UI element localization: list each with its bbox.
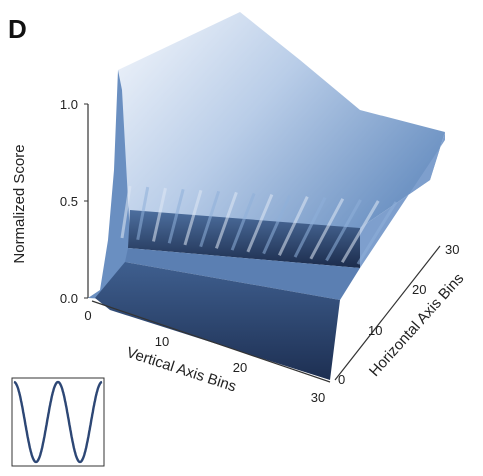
surface-stripe xyxy=(120,185,132,239)
y-tick-label: 0 xyxy=(338,372,345,387)
surface-stripe xyxy=(293,197,327,258)
x-tick-label: 0 xyxy=(84,308,91,323)
y-tick-label: 10 xyxy=(368,323,382,338)
surface-front-wall xyxy=(95,262,340,380)
surface-stripe xyxy=(309,198,345,260)
z-tick-label: 0.5 xyxy=(60,194,78,209)
surface-stripe xyxy=(356,201,398,265)
z-axis-label: Normalized Score xyxy=(11,144,28,263)
surface-mesh xyxy=(88,12,445,380)
inset-frame xyxy=(11,377,105,467)
y-axis-line xyxy=(334,245,441,381)
panel-label: D xyxy=(8,14,27,44)
z-axis: 0.0 0.5 1.0 Normalized Score xyxy=(11,97,89,306)
surface-ridge-front xyxy=(128,210,360,268)
surface-stripe xyxy=(167,188,185,244)
y-tick-label: 30 xyxy=(445,242,459,257)
surface-stripes xyxy=(120,185,398,265)
x-tick-label: 20 xyxy=(233,360,247,375)
surface-right-face xyxy=(360,132,445,268)
y-tick-label: 20 xyxy=(412,282,426,297)
surface-stripe xyxy=(199,190,221,248)
surface-stripe xyxy=(214,191,238,249)
inset-sine xyxy=(11,377,105,467)
inset-sine-curve xyxy=(13,380,103,464)
surface-stripe xyxy=(262,194,291,255)
z-tick-label: 1.0 xyxy=(60,97,78,112)
x-axis-label: Vertical Axis Bins xyxy=(124,344,238,395)
surface-stripe xyxy=(136,186,150,241)
surface-stripe xyxy=(246,193,274,253)
z-tick-label: 0.0 xyxy=(60,291,78,306)
x-tick-label: 10 xyxy=(155,334,169,349)
x-axis-line xyxy=(91,300,331,383)
surface-top xyxy=(118,12,445,236)
surface-stripe xyxy=(152,187,167,242)
surface-stripe xyxy=(277,196,309,256)
surface-stripe xyxy=(325,199,362,262)
surface-left-rise xyxy=(88,70,130,300)
surface-stripe xyxy=(230,192,256,251)
surface-mid-band xyxy=(125,248,360,300)
x-tick-label: 30 xyxy=(311,390,325,405)
surface-stripe xyxy=(183,189,203,246)
surface-stripe xyxy=(340,200,380,264)
